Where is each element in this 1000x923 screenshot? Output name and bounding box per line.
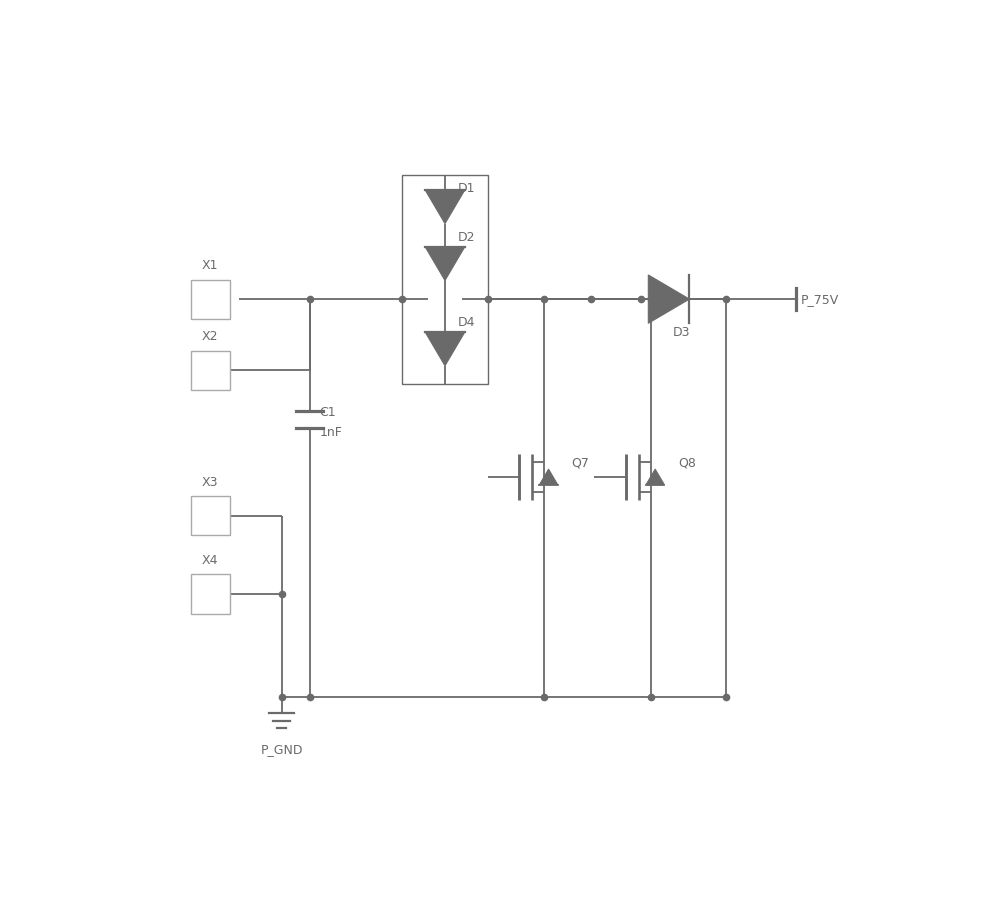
Text: D4: D4 <box>458 316 475 329</box>
Text: D1: D1 <box>458 182 475 195</box>
Polygon shape <box>425 190 465 223</box>
Polygon shape <box>648 275 689 323</box>
Text: X1: X1 <box>201 259 218 272</box>
Text: Q7: Q7 <box>571 456 589 469</box>
Polygon shape <box>425 332 465 366</box>
Text: D3: D3 <box>672 326 690 339</box>
Bar <box>191 574 230 614</box>
Text: C1: C1 <box>319 406 336 419</box>
Text: P_GND: P_GND <box>260 743 303 756</box>
Polygon shape <box>646 469 664 485</box>
Polygon shape <box>425 246 465 281</box>
Bar <box>191 497 230 535</box>
Text: Q8: Q8 <box>678 456 696 469</box>
Text: P_75V: P_75V <box>800 293 839 306</box>
Bar <box>191 351 230 390</box>
Text: X4: X4 <box>201 554 218 567</box>
Text: X3: X3 <box>201 476 218 489</box>
Text: D2: D2 <box>458 231 475 244</box>
Polygon shape <box>539 469 558 485</box>
Text: 1nF: 1nF <box>319 426 342 439</box>
Text: X2: X2 <box>201 330 218 343</box>
Bar <box>191 280 230 318</box>
Bar <box>402 174 488 384</box>
